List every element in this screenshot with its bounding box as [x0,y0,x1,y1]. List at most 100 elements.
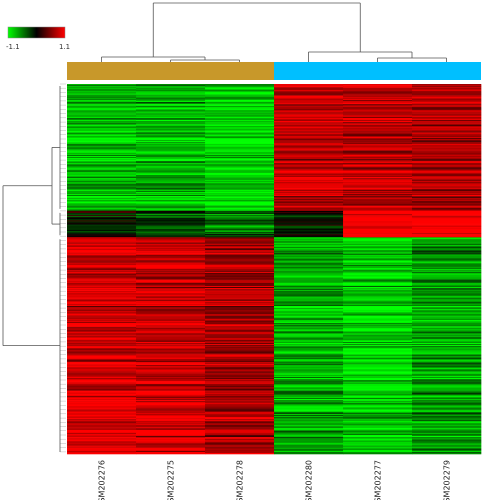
heatmap-cell [205,373,275,376]
heatmap-cell [205,354,275,356]
heatmap-cell [67,256,137,258]
heatmap-cell [205,106,275,108]
heatmap-cell [205,380,275,382]
heatmap-cell [412,445,482,447]
heatmap-cell [343,248,413,251]
heatmap-cell [205,391,275,393]
heatmap-cell [136,396,206,399]
heatmap-cell [343,292,413,294]
heatmap-cell [274,323,344,326]
heatmap-cell [205,87,275,89]
heatmap-cell [274,414,344,417]
heatmap-cell [274,155,344,158]
heatmap-cell [412,314,482,316]
heatmap-cell [274,222,344,224]
heatmap-cell [67,446,137,448]
heatmap-cell [412,362,482,364]
heatmap-cell [136,254,206,256]
heatmap-cell [136,153,206,156]
heatmap-cell [274,132,344,134]
heatmap-cell [67,166,137,168]
heatmap-cell [136,223,206,225]
heatmap-cell [412,384,482,386]
heatmap-cell [67,214,137,216]
heatmap-cell [136,165,206,167]
heatmap-cell [136,445,206,447]
heatmap-cell [205,116,275,119]
heatmap-cell [343,177,413,179]
heatmap-cell [343,115,413,118]
heatmap-cell [67,290,137,292]
column-group-bar [67,62,481,80]
heatmap-cell [274,276,344,278]
heatmap-cell [67,406,137,408]
heatmap-cell [136,394,206,397]
heatmap-cell [274,167,344,169]
heatmap-cell [136,306,206,308]
heatmap-cell [343,166,413,168]
heatmap-cell [343,86,413,88]
heatmap-cell [274,310,344,312]
heatmap-cell [136,449,206,452]
heatmap-cell [412,284,482,287]
heatmap-cell [67,394,137,397]
heatmap-cell [205,331,275,333]
heatmap-cell [136,116,206,119]
heatmap-cell [343,211,413,214]
heatmap-cell [343,206,413,208]
heatmap-cell [67,180,137,182]
heatmap-cell [412,199,482,201]
heatmap-cell [67,373,137,376]
heatmap-cell [343,183,413,185]
heatmap-cell [67,98,137,101]
heatmap-cell [205,433,275,436]
heatmap-cell [67,280,137,282]
heatmap-cell [136,189,206,192]
heatmap-cell [343,326,413,328]
heatmap-cell [205,406,275,408]
heatmap-cell [343,94,413,96]
heatmap-cell [274,248,344,251]
heatmap-cell [274,260,344,262]
heatmap-cell [67,199,137,201]
heatmap-cell [205,277,275,279]
heatmap-cell [67,94,137,96]
heatmap-cell [136,196,206,198]
heatmap-cell [274,332,344,334]
heatmap-cell [412,396,482,399]
heatmap-cell [343,443,413,445]
heatmap-cell [136,299,206,302]
heatmap-cell [67,316,137,318]
heatmap-cell [274,426,344,428]
heatmap-cell [67,252,137,254]
heatmap-cell [343,266,413,269]
heatmap-cell [343,257,413,259]
heatmap-cell [412,153,482,156]
heatmap-cell [67,159,137,161]
heatmap-cell [205,346,275,348]
heatmap-cell [205,321,275,324]
heatmap-cell [205,284,275,287]
heatmap-cell [274,440,344,442]
heatmap-cell [343,333,413,335]
heatmap-cell [136,141,206,143]
heatmap-cell [343,249,413,252]
heatmap-cell [205,124,275,126]
heatmap-cell [274,385,344,387]
heatmap-cell [205,417,275,419]
heatmap-cell [136,316,206,318]
heatmap-cell [205,319,275,322]
heatmap-cell [274,136,344,139]
heatmap-cell [274,337,344,340]
heatmap-cell [274,421,344,423]
heatmap-cell [274,232,344,234]
heatmap-cell [136,301,206,304]
heatmap-cell [412,183,482,185]
heatmap-cell [136,275,206,277]
heatmap-cell [205,295,275,297]
heatmap-cell [274,203,344,205]
heatmap-cell [412,443,482,445]
heatmap-cell [412,95,482,97]
heatmap-cell [274,208,344,211]
heatmap-cell [205,285,275,288]
